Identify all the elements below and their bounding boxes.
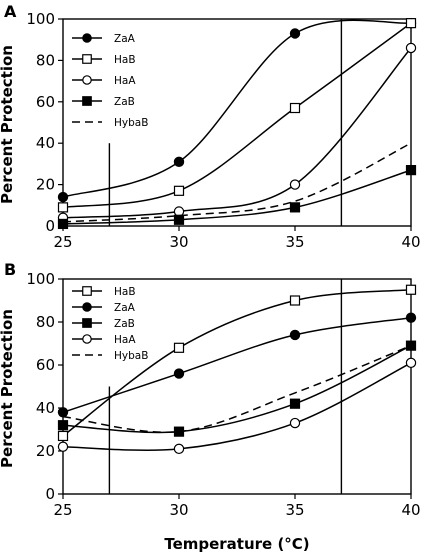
x-tick-label: 30	[169, 501, 188, 519]
series-line-zab	[62, 169, 412, 225]
y-tick-label: 80	[36, 313, 55, 331]
data-point-zab	[289, 398, 301, 409]
data-point-hab	[173, 185, 185, 196]
data-point-haa	[57, 441, 69, 452]
data-point-zaa	[405, 312, 417, 323]
legend-marker-zab	[82, 96, 92, 106]
series-line-haa	[62, 362, 412, 452]
x-tick-label: 35	[285, 501, 304, 519]
y-tick-label: 0	[45, 485, 55, 503]
chart-panel-a: A 0 20 40 60 80 100 25 30 35 40 Percent Protection Z…	[0, 2, 421, 251]
series-line-zaa	[62, 19, 412, 198]
data-point-zaa	[57, 191, 69, 203]
data-point-zaa	[173, 368, 185, 379]
x-tick-label: 30	[169, 233, 188, 251]
data-point-hab	[405, 284, 417, 295]
data-point-hab	[57, 202, 69, 213]
data-point-haa	[289, 417, 301, 429]
y-tick-label: 60	[36, 356, 55, 374]
data-point-haa	[173, 443, 185, 455]
legend-marker-zab	[82, 318, 92, 328]
x-tick-label: 25	[53, 501, 72, 519]
data-point-zab	[405, 165, 417, 176]
y-axis-label: Percent Protection	[0, 45, 16, 204]
series-line-zaa	[62, 316, 412, 414]
plot-frame	[62, 18, 412, 227]
legend-marker-hab	[82, 286, 92, 296]
legend-label-zab: ZaB	[114, 318, 135, 330]
data-point-zab	[57, 218, 69, 230]
legend-label-haa: HaA	[114, 334, 136, 346]
y-tick-label: 40	[36, 399, 55, 417]
data-point-zaa	[173, 156, 185, 168]
y-tick-label: 80	[36, 51, 55, 69]
data-point-zaa	[289, 329, 301, 341]
x-tick-label: 25	[53, 233, 72, 251]
data-point-haa	[289, 179, 301, 190]
legend-label-haa: HaA	[114, 75, 136, 87]
data-point-hab	[57, 430, 69, 442]
legend-label-hab: HaB	[114, 286, 136, 298]
legend-label-hybab: HybaB	[114, 350, 148, 362]
y-tick-label: 100	[26, 10, 55, 28]
legend: ZaA HaB HaA ZaB HybaB	[72, 33, 148, 129]
legend-marker-haa	[82, 75, 92, 85]
y-tick-label: 20	[36, 176, 55, 194]
data-point-hab	[405, 18, 417, 29]
legend-marker-haa	[82, 334, 92, 344]
legend-label-zab: ZaB	[114, 96, 135, 108]
data-point-zab	[173, 214, 185, 225]
series-line-haa	[62, 47, 412, 219]
panel-label: A	[4, 2, 17, 21]
series-line-hybab	[62, 142, 412, 223]
legend-label-zaa: ZaA	[114, 33, 136, 45]
data-point-hab	[289, 102, 301, 114]
legend-label-hab: HaB	[114, 54, 136, 66]
panel-label: B	[4, 260, 16, 279]
legend-marker-hab	[82, 54, 92, 64]
data-point-zab	[289, 202, 301, 213]
x-tick-label: 40	[401, 233, 420, 251]
y-tick-label: 60	[36, 93, 55, 111]
legend-label-zaa: ZaA	[114, 302, 136, 314]
y-tick-label: 100	[26, 270, 55, 288]
legend-marker-zaa	[82, 33, 92, 43]
data-point-zab	[57, 420, 69, 431]
chart-panel-b: B 0 20 40 60 80 100 25 30 35 40 Percent Protection T…	[0, 260, 421, 553]
series-line-zab	[62, 344, 412, 434]
series-line-hybab	[62, 344, 412, 433]
series-line-hab	[62, 22, 412, 209]
y-axis-label: Percent Protection	[0, 309, 16, 468]
data-point-haa	[405, 357, 417, 369]
data-point-zaa	[57, 407, 69, 418]
data-point-haa	[405, 42, 417, 54]
series-line-hab	[62, 289, 412, 437]
x-tick-label: 40	[401, 501, 420, 519]
data-point-hab	[173, 342, 185, 353]
data-point-zaa	[289, 28, 301, 39]
data-point-hab	[289, 295, 301, 306]
x-axis-label: Temperature (°C)	[164, 535, 309, 553]
x-tick-label: 35	[285, 233, 304, 251]
legend-marker-zaa	[82, 302, 92, 312]
legend-label-hybab: HybaB	[114, 117, 148, 129]
y-tick-label: 0	[45, 217, 55, 235]
plot-frame	[62, 278, 412, 495]
legend: HaB ZaA ZaB HaA HybaB	[72, 286, 148, 362]
y-tick-label: 40	[36, 134, 55, 152]
y-tick-label: 20	[36, 442, 55, 460]
